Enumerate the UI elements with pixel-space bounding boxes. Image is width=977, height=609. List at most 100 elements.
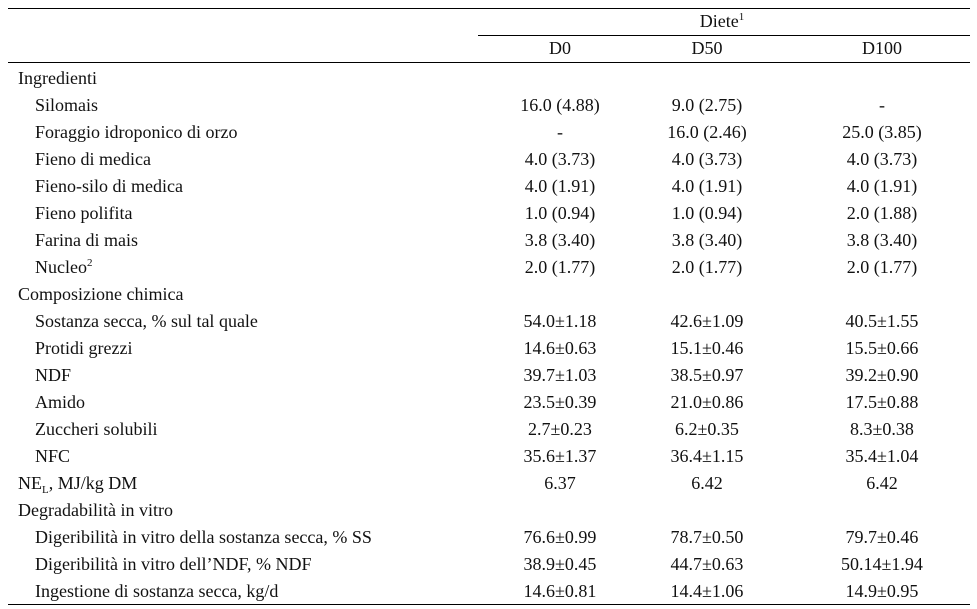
row-label: NDF xyxy=(35,365,71,385)
cell: 15.1±0.46 xyxy=(670,338,744,358)
cell: - xyxy=(557,122,563,142)
cell: 8.3±0.38 xyxy=(850,419,914,439)
cell: 16.0 (4.88) xyxy=(520,95,600,115)
cell: 6.42 xyxy=(691,473,723,493)
label-text: Ingredienti xyxy=(18,68,97,88)
group-text: Diete xyxy=(699,11,739,31)
cell: 35.6±1.37 xyxy=(523,446,597,466)
row-label: Ingestione di sostanza secca, kg/d xyxy=(35,581,278,601)
cell: 14.4±1.06 xyxy=(670,581,744,601)
label-text: Digeribilità in vitro della sostanza sec… xyxy=(35,527,372,547)
cell: 1.0 (0.94) xyxy=(524,203,596,223)
label-text: Sostanza secca, % sul tal quale xyxy=(35,311,258,331)
label-text: Ingestione di sostanza secca, kg/d xyxy=(35,581,279,601)
cell: 14.6±0.81 xyxy=(523,581,597,601)
top-rule xyxy=(8,8,970,9)
row-label: Digeribilità in vitro della sostanza sec… xyxy=(35,527,372,547)
cell: 15.5±0.66 xyxy=(845,338,919,358)
row-label: Fieno-silo di medica xyxy=(35,176,183,196)
cell: 3.8 (3.40) xyxy=(524,230,596,250)
cell: 14.6±0.63 xyxy=(523,338,597,358)
label-text: Fieno-silo di medica xyxy=(35,176,183,196)
label-text: NE xyxy=(18,473,42,493)
cell: 78.7±0.50 xyxy=(670,527,744,547)
column-header: D100 xyxy=(862,38,902,58)
header-rule xyxy=(8,62,970,63)
cell: 4.0 (3.73) xyxy=(524,149,596,169)
cell: 2.7±0.23 xyxy=(528,419,592,439)
column-header: D0 xyxy=(549,38,571,58)
row-label: Protidi grezzi xyxy=(35,338,132,358)
cell: 21.0±0.86 xyxy=(670,392,744,412)
label-text: Amido xyxy=(35,392,86,412)
label-text: Fieno polifita xyxy=(35,203,133,223)
cell: 39.7±1.03 xyxy=(523,365,597,385)
row-label: NFC xyxy=(35,446,70,466)
label-text: Digeribilità in vitro dell’NDF, % NDF xyxy=(35,554,312,574)
row-label: Silomais xyxy=(35,95,98,115)
cell: 50.14±1.94 xyxy=(841,554,923,574)
cell: 38.5±0.97 xyxy=(670,365,744,385)
cell: 79.7±0.46 xyxy=(845,527,919,547)
footnote-mark: 2 xyxy=(86,257,93,269)
cell: 2.0 (1.88) xyxy=(846,203,918,223)
cell: 39.2±0.90 xyxy=(845,365,919,385)
cell: 44.7±0.63 xyxy=(670,554,744,574)
section-label: NEL, MJ/kg DM xyxy=(18,473,138,496)
cell: 9.0 (2.75) xyxy=(671,95,743,115)
group-header: Diete1 xyxy=(700,11,744,31)
cell: 3.8 (3.40) xyxy=(846,230,918,250)
bottom-rule xyxy=(8,604,970,605)
section-label: Composizione chimica xyxy=(18,284,183,304)
row-label: Sostanza secca, % sul tal quale xyxy=(35,311,258,331)
footnote-mark: 1 xyxy=(738,11,745,23)
section-label: Ingredienti xyxy=(18,68,97,88)
cell: 42.6±1.09 xyxy=(670,311,744,331)
cell: 2.0 (1.77) xyxy=(524,257,596,277)
label-text: Nucleo xyxy=(35,257,87,277)
row-label: Digeribilità in vitro dell’NDF, % NDF xyxy=(35,554,312,574)
row-label: Fieno polifita xyxy=(35,203,133,223)
label-text: NFC xyxy=(35,446,71,466)
row-label: Amido xyxy=(35,392,85,412)
row-label: Nucleo2 xyxy=(35,257,92,277)
label-text: Foraggio idroponico di orzo xyxy=(35,122,238,142)
column-header: D50 xyxy=(691,38,723,58)
label-text: Silomais xyxy=(35,95,99,115)
row-label: Fieno di medica xyxy=(35,149,151,169)
label-text: Degradabilità in vitro xyxy=(18,500,173,520)
label-text: Protidi grezzi xyxy=(35,338,133,358)
cell: 6.37 xyxy=(544,473,576,493)
cell: 3.8 (3.40) xyxy=(671,230,743,250)
cell: 2.0 (1.77) xyxy=(846,257,918,277)
cell: 1.0 (0.94) xyxy=(671,203,743,223)
row-label: Zuccheri solubili xyxy=(35,419,157,439)
cell: 17.5±0.88 xyxy=(845,392,919,412)
cell: 25.0 (3.85) xyxy=(842,122,922,142)
label-text: Fieno di medica xyxy=(35,149,151,169)
subscript: L xyxy=(42,484,49,496)
cell: 4.0 (1.91) xyxy=(524,176,596,196)
cell: 36.4±1.15 xyxy=(670,446,744,466)
cell: 35.4±1.04 xyxy=(845,446,919,466)
row-label: Foraggio idroponico di orzo xyxy=(35,122,237,142)
label-text: NDF xyxy=(35,365,72,385)
cell: 54.0±1.18 xyxy=(523,311,597,331)
section-label: Degradabilità in vitro xyxy=(18,500,173,520)
cell: 40.5±1.55 xyxy=(845,311,919,331)
label-text: , MJ/kg DM xyxy=(48,473,138,493)
row-label: Farina di mais xyxy=(35,230,138,250)
label-text: Composizione chimica xyxy=(18,284,184,304)
cell: 4.0 (1.91) xyxy=(671,176,743,196)
group-rule xyxy=(478,35,970,36)
cell: 4.0 (1.91) xyxy=(846,176,918,196)
cell: 6.42 xyxy=(866,473,898,493)
cell: 4.0 (3.73) xyxy=(846,149,918,169)
label-text: Zuccheri solubili xyxy=(35,419,158,439)
cell: 14.9±0.95 xyxy=(845,581,919,601)
cell: 23.5±0.39 xyxy=(523,392,597,412)
cell: 6.2±0.35 xyxy=(675,419,739,439)
label-text: Farina di mais xyxy=(35,230,138,250)
cell: - xyxy=(879,95,885,115)
cell: 76.6±0.99 xyxy=(523,527,597,547)
